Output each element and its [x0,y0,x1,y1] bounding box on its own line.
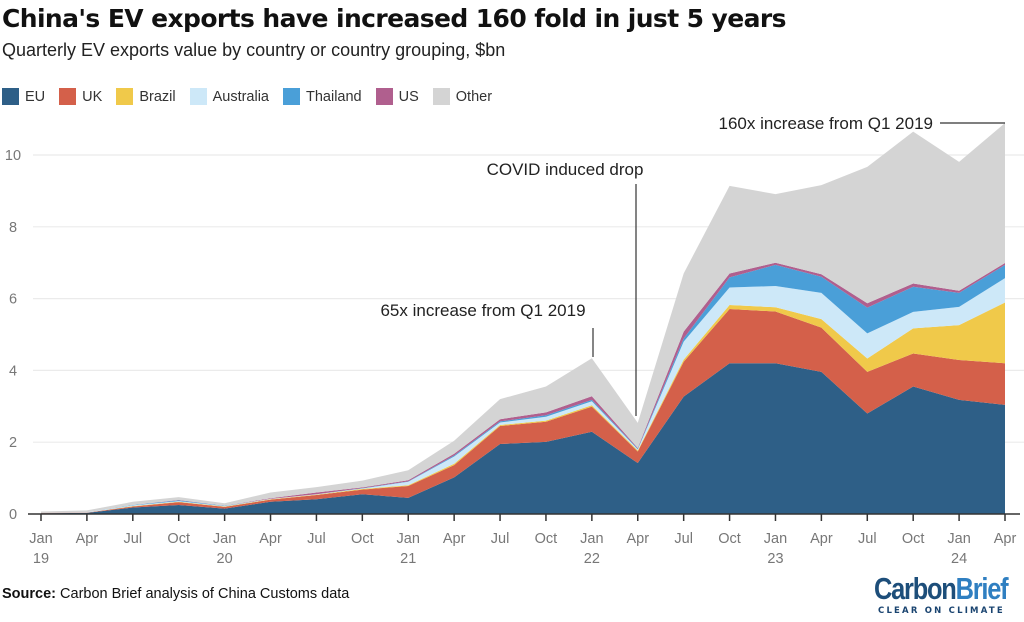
legend-item-thailand: Thailand [283,88,362,105]
x-tick-label: Apr [626,531,649,547]
x-tick-label: Apr [259,531,282,547]
legend-label: EU [25,88,46,105]
carbon-brief-logo: CarbonBrief CLEAR ON CLIMATE [874,571,1022,617]
x-tick-label: Jul [307,531,326,547]
x-tick-year: 19 [33,551,49,567]
legend-swatch [283,88,300,105]
legend-swatch [432,88,450,105]
y-tick-label: 10 [5,148,21,164]
x-tick-label: Oct [902,531,925,547]
y-tick-label: 8 [9,220,17,236]
legend: EU UK Brazil Australia Thailand US Other [2,88,492,105]
annotation-65x: 65x increase from Q1 2019 [380,301,585,320]
logo-tagline: CLEAR ON CLIMATE [878,606,1005,616]
y-tick-label: 4 [9,363,17,379]
x-tick-label: Apr [994,531,1017,547]
area-us [41,262,1005,513]
legend-swatch [59,88,77,105]
x-tick-label: Oct [351,531,374,547]
x-tick-label: Oct [167,531,190,547]
legend-swatch [116,88,134,105]
x-tick-label: Jan [947,531,970,547]
legend-label: Thailand [306,88,362,105]
annotation-covid: COVID induced drop [487,160,644,179]
x-tick-year: 23 [767,551,783,567]
source-text: Carbon Brief analysis of China Customs d… [56,586,350,602]
area-thailand [41,264,1005,513]
x-tick-year: 22 [584,551,600,567]
area-uk [41,309,1005,514]
y-tick-label: 2 [9,435,17,451]
legend-label: UK [82,88,103,105]
legend-label: Australia [212,88,269,105]
x-tick-label: Jul [858,531,877,547]
x-tick-label: Apr [76,531,99,547]
legend-item-australia: Australia [189,88,269,105]
x-tick-label: Jan [764,531,787,547]
area-other [41,123,1005,513]
y-tick-label: 0 [9,507,17,523]
legend-label: Other [455,88,493,105]
legend-swatch [2,88,19,105]
chart-subtitle: Quarterly EV exports value by country or… [2,40,506,60]
x-tick-label: Jan [213,531,236,547]
logo-carbon: Carbon [874,571,957,606]
chart-title: China's EV exports have increased 160 fo… [2,4,786,33]
legend-swatch [189,88,207,105]
legend-swatch [375,88,393,105]
x-tick-label: Apr [443,531,466,547]
annotation-160x: 160x increase from Q1 2019 [718,114,933,133]
x-tick-label: Jul [674,531,693,547]
x-tick-year: 20 [217,551,233,567]
area-eu [41,363,1005,514]
x-tick-label: Jan [580,531,603,547]
legend-item-brazil: Brazil [116,88,176,105]
legend-item-uk: UK [59,88,102,105]
legend-item-eu: EU [2,88,45,105]
x-tick-label: Apr [810,531,833,547]
x-tick-label: Jan [397,531,420,547]
x-tick-label: Oct [535,531,558,547]
legend-item-other: Other [432,88,493,105]
legend-label: Brazil [139,88,176,105]
x-tick-year: 21 [400,551,416,567]
x-tick-label: Oct [718,531,741,547]
x-tick-year: 24 [951,551,967,567]
y-tick-label: 6 [9,292,17,308]
legend-item-us: US [375,88,419,105]
source-note: Source: Carbon Brief analysis of China C… [2,586,349,602]
x-tick-label: Jul [491,531,510,547]
source-label: Source: [2,586,56,602]
logo-brief: Brief [955,571,1009,606]
x-tick-label: Jul [124,531,143,547]
legend-label: US [398,88,419,105]
x-tick-label: Jan [29,531,52,547]
